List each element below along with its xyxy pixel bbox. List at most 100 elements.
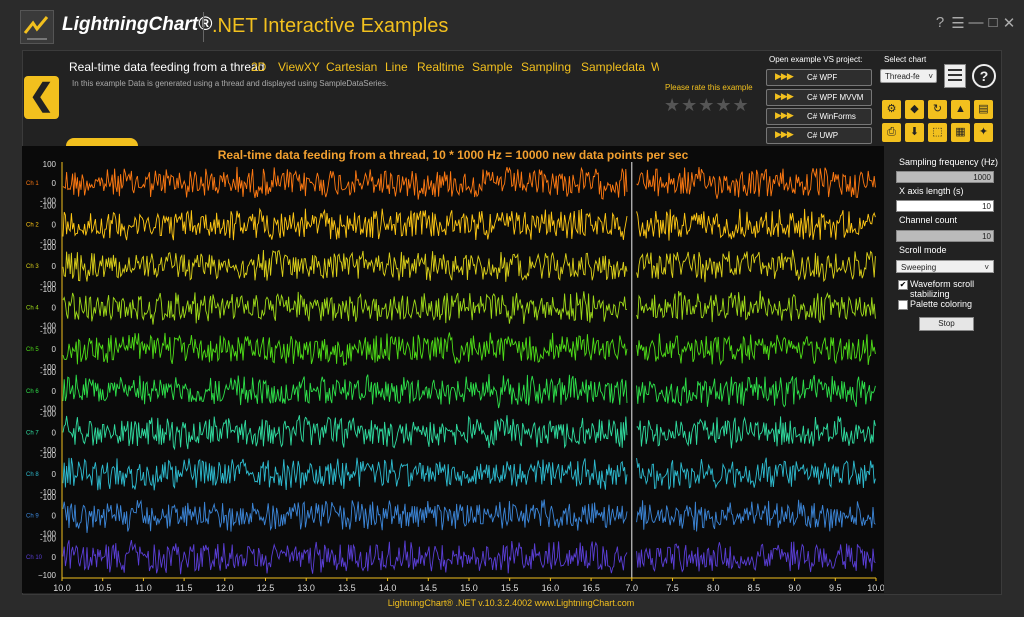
help-window-button[interactable]: ? [935, 14, 945, 31]
y-tick-label: 0 [52, 345, 57, 354]
x-tick-label: 13.5 [338, 583, 356, 593]
palette-coloring-checkbox[interactable] [898, 300, 908, 310]
x-tick-label: 7.5 [666, 583, 679, 593]
tool-settings-icon[interactable]: ⚙ [882, 100, 901, 119]
x-tick-label: 9.0 [788, 583, 801, 593]
sampling-frequency-label: Sampling frequency (Hz) [899, 157, 999, 167]
tag-truncated[interactable]: W [651, 60, 659, 74]
channel-waveform-10 [62, 540, 876, 575]
lightningchart-logo-icon [20, 10, 54, 44]
open-wpf-mvvm-button[interactable]: ▶▶▶ C# WPF MVVM [766, 89, 872, 106]
close-button[interactable]: ✕ [1002, 15, 1016, 32]
tag-viewxy[interactable]: ViewXY [278, 60, 320, 74]
example-title: Real-time data feeding from a thread [69, 60, 265, 74]
y-tick-label: -100 [40, 368, 57, 377]
tag-line[interactable]: Line [385, 60, 408, 74]
channel-waveform-7 [62, 415, 876, 451]
y-tick-label: -100 [40, 197, 57, 206]
rating-stars[interactable]: ★★★★★ [664, 95, 750, 115]
x-tick-label: 16.0 [542, 583, 560, 593]
channel-count-label: Channel count [899, 215, 958, 225]
title-bar [0, 0, 1024, 50]
collapse-handle[interactable] [66, 138, 138, 146]
y-tick-label: -100 [40, 243, 57, 252]
chart-title: Real-time data feeding from a thread, 10… [217, 148, 689, 162]
sampling-frequency-input[interactable]: 1000 [896, 171, 994, 183]
y-tick-label: -100 [40, 321, 57, 330]
tool-triangle-icon[interactable]: ▲ [951, 100, 970, 119]
channel-label: Ch 7 [26, 430, 39, 436]
help-icon[interactable]: ? [972, 64, 996, 88]
play-arrows-icon: ▶▶▶ [775, 110, 794, 120]
open-wpf-button[interactable]: ▶▶▶ C# WPF [766, 69, 872, 86]
y-tick-label: -100 [40, 488, 57, 497]
tool-grid-icon[interactable]: ▤ [974, 100, 993, 119]
channel-waveform-2 [62, 207, 876, 241]
maximize-button[interactable]: □ [988, 14, 998, 31]
channel-label: Ch 1 [26, 181, 39, 187]
y-tick-label: 0 [52, 387, 57, 396]
minimize-button[interactable]: — [968, 14, 984, 31]
x-tick-label: 13.0 [297, 583, 315, 593]
x-tick-label: 12.0 [216, 583, 234, 593]
select-chart-label: Select chart [884, 55, 927, 64]
waveform-scroll-checkbox[interactable]: ✔ [898, 280, 908, 290]
y-tick-label: -100 [40, 451, 57, 460]
x-tick-label: 10.0 [867, 583, 884, 593]
x-tick-label: 8.5 [748, 583, 761, 593]
channel-waveform-6 [62, 374, 876, 409]
waveform-scroll-label: Waveform scroll stabilizing [910, 279, 975, 299]
y-tick-label: -100 [40, 238, 57, 247]
y-tick-label: 0 [52, 470, 57, 479]
y-tick-label: 0 [52, 428, 57, 437]
rate-label: Please rate this example [665, 83, 753, 92]
chevron-down-icon: ˅ [984, 263, 989, 272]
chart-select[interactable]: Thread-fe ˅ [880, 69, 937, 83]
chart-svg[interactable]: Ch 1 100 0 -100 Ch 2 -100 0 -100 Ch 3 -100 0 -100 Ch… [22, 146, 885, 593]
x-tick-label: 14.5 [420, 583, 438, 593]
channel-label: Ch 5 [26, 347, 39, 353]
tag-realtime[interactable]: Realtime [417, 60, 465, 74]
back-button[interactable]: ❮ [24, 76, 59, 119]
open-winforms-button[interactable]: ▶▶▶ C# WinForms [766, 108, 872, 125]
open-uwp-button[interactable]: ▶▶▶ C# UWP [766, 127, 872, 144]
tool-palette-icon[interactable]: ✦ [974, 123, 993, 142]
y-tick-label: -100 [40, 410, 57, 419]
tool-diamond-icon[interactable]: ◆ [905, 100, 924, 119]
tag-sampling[interactable]: Sampling [521, 60, 572, 74]
x-tick-label: 14.0 [379, 583, 397, 593]
footer-version[interactable]: LightningChart® .NET v.10.3.2.4002 www.L… [387, 598, 635, 608]
channel-count-input[interactable]: 10 [896, 230, 994, 242]
scroll-mode-select[interactable]: Sweeping ˅ [896, 260, 994, 273]
tag-2d[interactable]: 2D [251, 60, 267, 74]
x-axis-length-label: X axis length (s) [899, 186, 964, 196]
tag-sampledata[interactable]: Sampledata [581, 60, 646, 74]
tool-pages-icon[interactable]: ▦ [951, 123, 970, 142]
tag-cartesian[interactable]: Cartesian [326, 60, 378, 74]
y-tick-label: 100 [43, 160, 57, 169]
tool-refresh-icon[interactable]: ↻ [928, 100, 947, 119]
scroll-mode-label: Scroll mode [899, 245, 947, 255]
y-tick-label: −100 [38, 571, 57, 580]
tag-sample[interactable]: Sample [472, 60, 513, 74]
chevron-down-icon: ˅ [928, 72, 933, 81]
x-axis-length-input[interactable]: 10 [896, 200, 994, 212]
y-tick-label: 0 [52, 553, 57, 562]
x-tick-label: 10.5 [94, 583, 112, 593]
channel-label: Ch 9 [26, 514, 39, 520]
app-title: .NET Interactive Examples [212, 15, 449, 37]
x-tick-label: 9.5 [829, 583, 842, 593]
channel-waveform-5 [62, 332, 876, 366]
stop-button[interactable]: Stop [919, 317, 974, 331]
menu-window-button[interactable]: ☰ [951, 15, 965, 32]
tool-print-icon[interactable]: ⎙ [882, 123, 901, 142]
channel-waveform-8 [62, 457, 876, 491]
code-icon[interactable] [944, 64, 966, 88]
channel-waveform-3 [62, 249, 876, 283]
x-tick-label: 15.0 [460, 583, 478, 593]
tool-download-icon[interactable]: ⬇ [905, 123, 924, 142]
tool-document-icon[interactable]: ⬚ [928, 123, 947, 142]
channel-label: Ch 6 [26, 389, 39, 395]
chart-area[interactable]: Ch 1 100 0 -100 Ch 2 -100 0 -100 Ch 3 -100 0 -100 Ch… [22, 146, 885, 593]
y-tick-label: 0 [52, 220, 57, 229]
